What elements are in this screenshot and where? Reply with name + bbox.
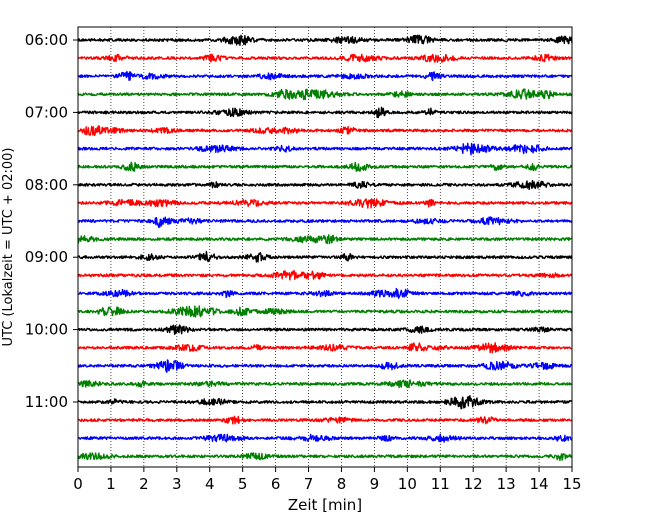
- seismic-trace: [77, 106, 573, 119]
- seismic-trace: [77, 161, 573, 172]
- x-tick-label: 7: [304, 475, 314, 493]
- seismic-trace: [77, 250, 573, 263]
- seismic-trace: [77, 70, 573, 82]
- seismic-trace: [77, 305, 573, 318]
- x-tick-label: 5: [238, 475, 248, 493]
- y-axis: 06:00 07:00 08:00 09:00 10:00 11:00: [25, 31, 78, 411]
- grid-lines: [110, 27, 540, 467]
- x-tick-label: 6: [271, 475, 281, 493]
- seismic-trace: [77, 125, 573, 137]
- trace-group: [77, 34, 573, 462]
- seismic-trace: [77, 287, 573, 299]
- y-axis-label: UTC (Lokalzeit = UTC + 02:00): [1, 148, 16, 347]
- x-tick-label: 14: [530, 475, 549, 493]
- seismic-trace: [77, 359, 573, 373]
- x-tick-label: 11: [431, 475, 450, 493]
- x-tick-label: 9: [370, 475, 380, 493]
- y-tick-label: 08:00: [25, 176, 68, 194]
- y-tick-label: 10:00: [25, 321, 68, 339]
- seismic-trace: [77, 53, 573, 63]
- seismic-trace: [77, 179, 573, 191]
- seismic-trace: [77, 433, 573, 443]
- seismic-trace: [77, 324, 573, 335]
- seismic-trace: [77, 198, 573, 209]
- x-tick-label: 4: [205, 475, 215, 493]
- y-tick-label: 09:00: [25, 248, 68, 266]
- seismic-trace: [77, 216, 573, 228]
- x-tick-label: 0: [73, 475, 83, 493]
- x-tick-label: 3: [172, 475, 182, 493]
- x-tick-label: 13: [497, 475, 516, 493]
- x-tick-label: 8: [337, 475, 347, 493]
- seismic-trace: [77, 394, 573, 410]
- seismic-trace: [77, 234, 573, 245]
- seismic-trace: [77, 88, 573, 101]
- seismic-trace: [77, 142, 573, 156]
- seismic-trace: [77, 342, 573, 354]
- x-tick-label: 15: [562, 475, 581, 493]
- y-tick-label: 06:00: [25, 31, 68, 49]
- y-tick-label: 07:00: [25, 103, 68, 121]
- x-tick-label: 10: [398, 475, 417, 493]
- plot-frame: [77, 26, 573, 468]
- seismic-trace: [77, 415, 573, 425]
- seismic-trace: [77, 270, 573, 281]
- x-tick-label: 2: [139, 475, 149, 493]
- x-tick-label: 1: [106, 475, 116, 493]
- y-tick-label: 11:00: [25, 393, 68, 411]
- seismic-trace: [77, 452, 573, 462]
- seismic-trace: [77, 34, 573, 46]
- x-axis: 0 1 2 3 4 5 6 7 8 9 10 11 12 13 14 15: [73, 467, 582, 493]
- seismic-trace: [77, 379, 573, 389]
- x-tick-label: 12: [464, 475, 483, 493]
- x-axis-label: Zeit [min]: [288, 496, 362, 514]
